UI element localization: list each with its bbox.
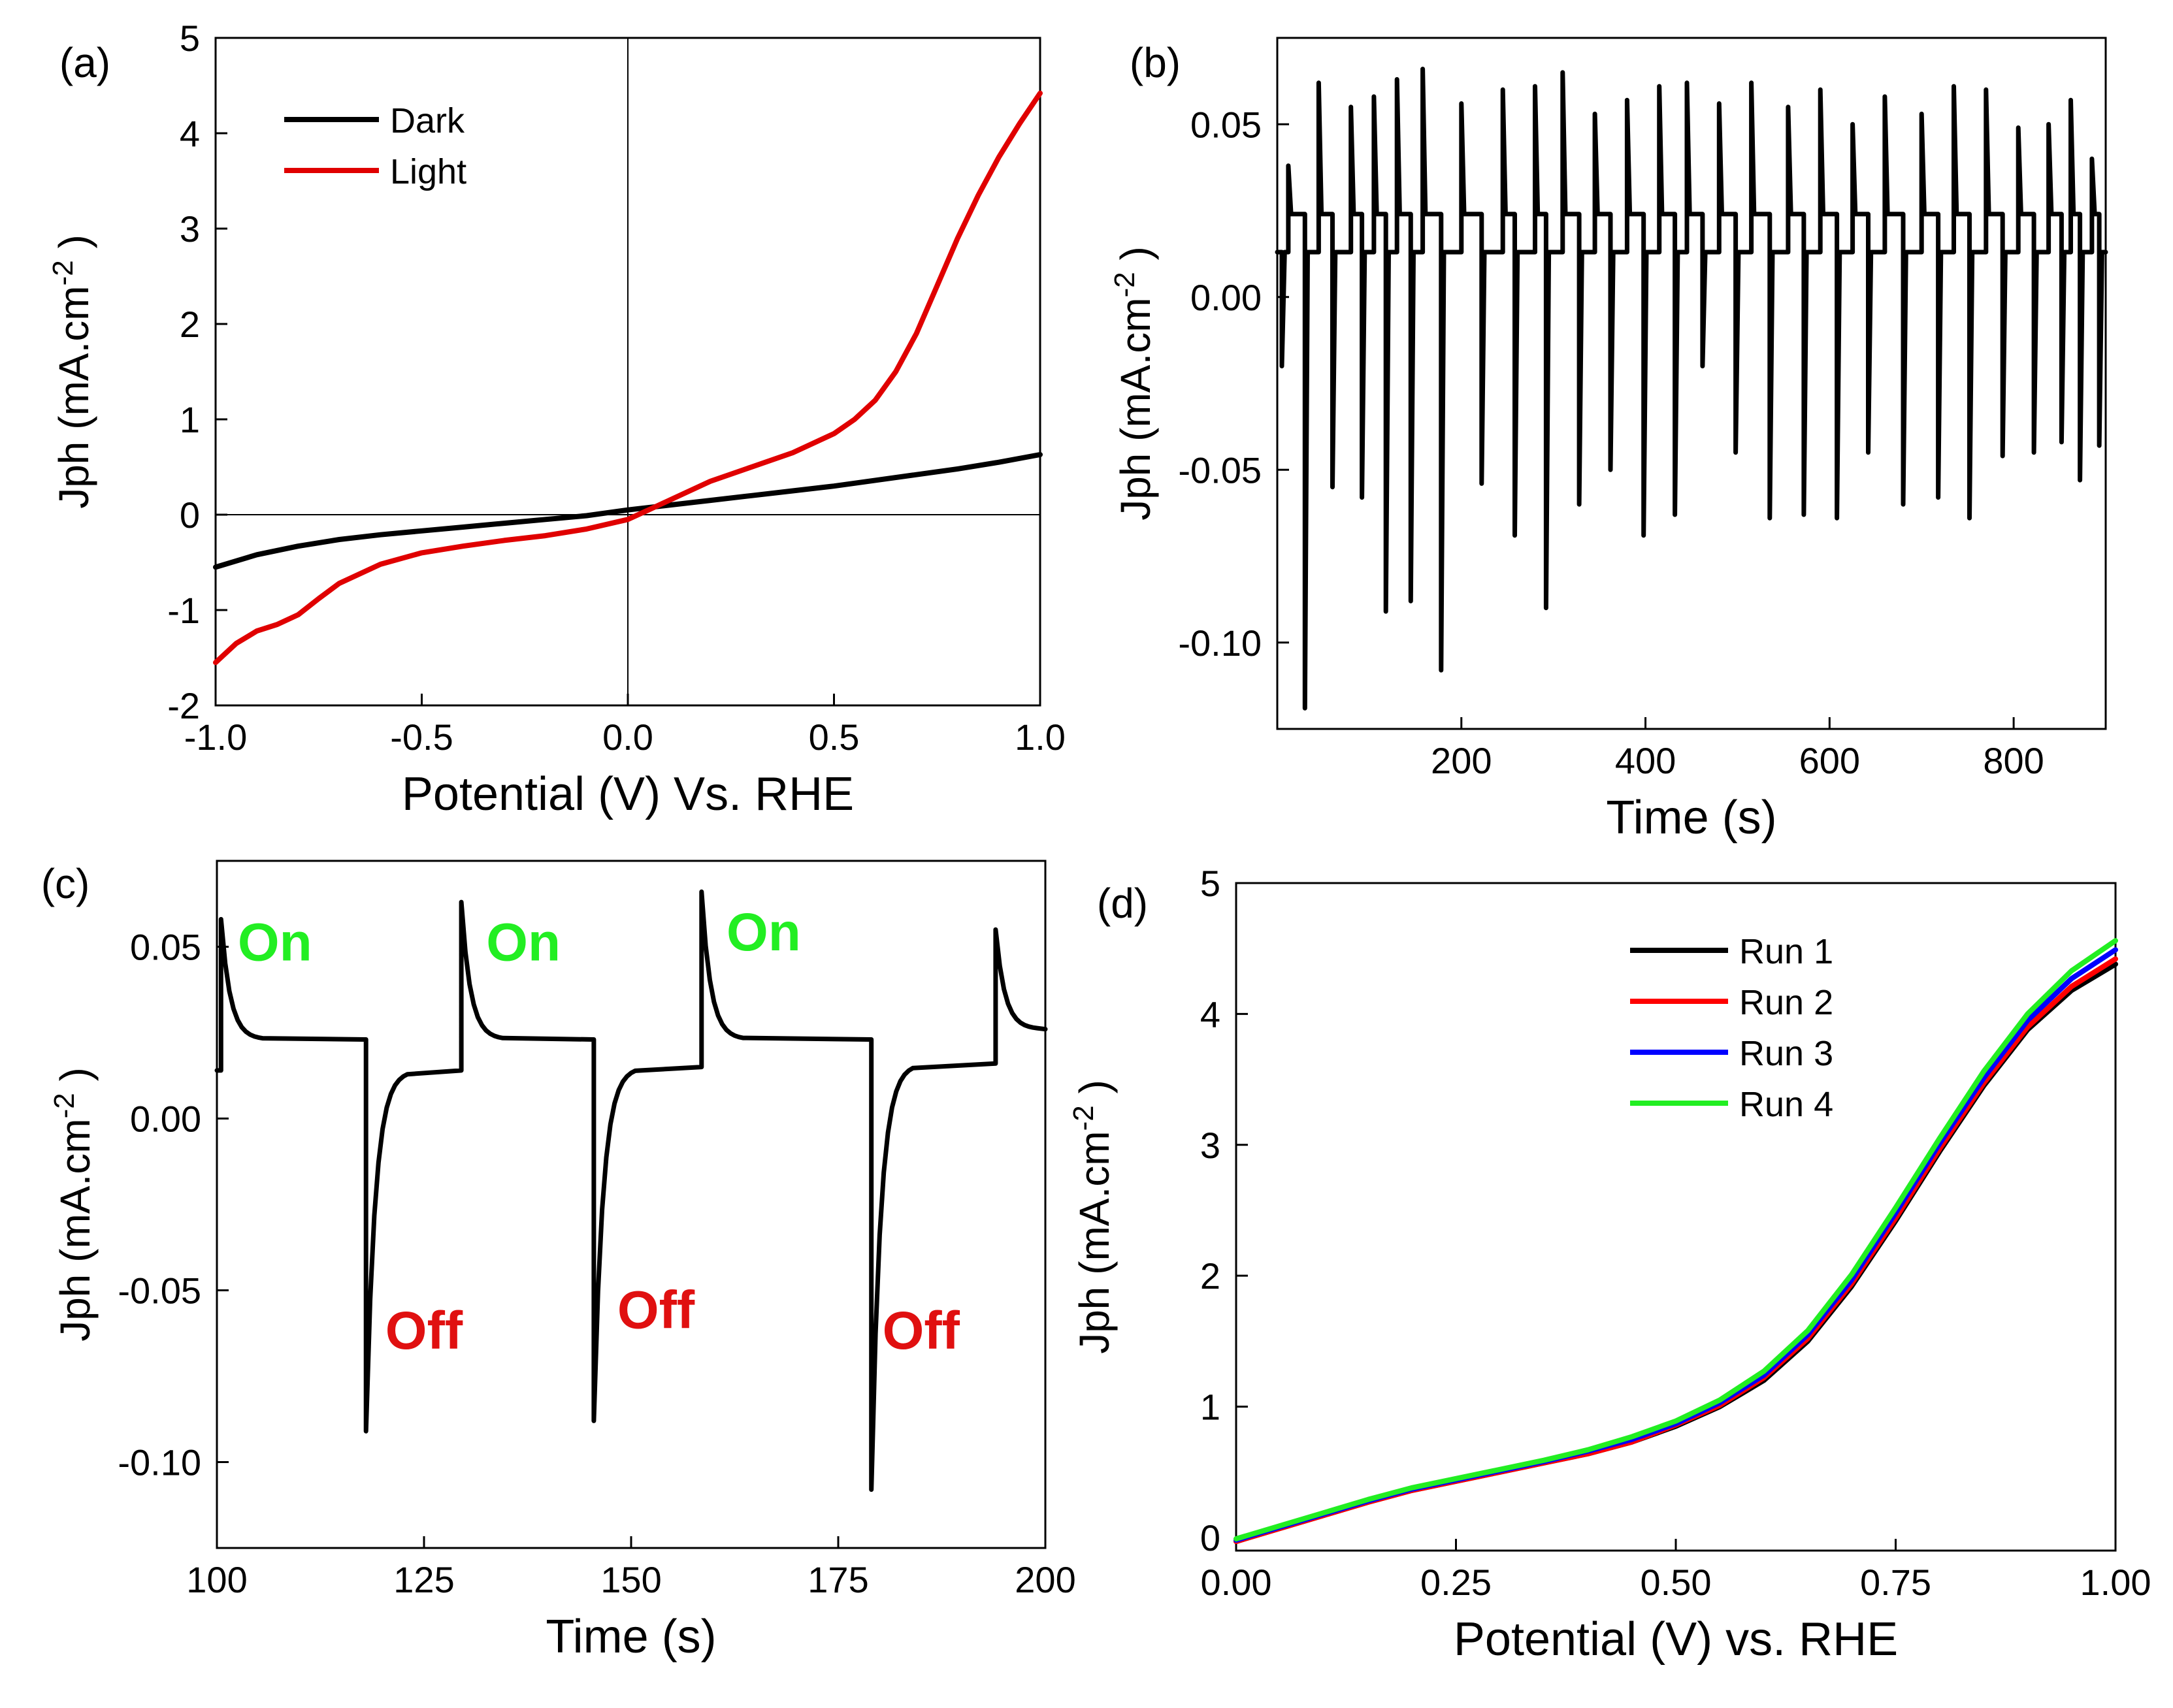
panel-d: (d) 0.00 0.25 0.50 0.75 1.00 0 1 2 3 4 5 Potential (…: [1068, 863, 2151, 1666]
y-tick-label: 0.05: [1190, 104, 1262, 145]
panel-label: (b): [1130, 39, 1181, 86]
y-axis-title-close: ): [50, 234, 97, 260]
legend-label: Run 1: [1739, 932, 1833, 971]
series-line-light: [213, 90, 1043, 666]
annotation-on: On: [727, 903, 801, 962]
x-tick-label: 800: [1983, 740, 2044, 781]
x-tick-label: 1.00: [2080, 1562, 2151, 1603]
y-tick-label: -0.10: [118, 1442, 201, 1483]
y-tick-label: 2: [180, 304, 200, 345]
series-line-dark: [213, 452, 1043, 570]
plot-frame: [1276, 37, 2107, 730]
y-axis-title-main: Jph (mA.cm: [1112, 297, 1159, 520]
y-tick-label: 0: [1200, 1517, 1220, 1558]
y-tick-label: 5: [180, 18, 200, 59]
annotation-off: Off: [385, 1301, 463, 1361]
x-tick-label: 125: [393, 1559, 454, 1600]
series-line-chopped-current: [214, 889, 1048, 1492]
y-axis-title-close: ): [1071, 1080, 1118, 1105]
x-tick-label: 150: [600, 1559, 661, 1600]
legend-label: Run 4: [1739, 1085, 1833, 1124]
y-axis-title-main: Jph (mA.cm: [1071, 1131, 1118, 1353]
y-tick-label: -0.10: [1178, 622, 1262, 664]
y-axis-title: Jph (mA.cm-2 ): [1068, 1080, 1119, 1354]
legend-label: Run 3: [1739, 1034, 1833, 1073]
y-axis-title-superscript: -2: [47, 260, 79, 285]
x-tick-label: 0.00: [1201, 1562, 1272, 1603]
y-tick-label: -0.05: [118, 1270, 201, 1312]
legend-label: Dark: [390, 101, 465, 140]
x-tick-label: 100: [186, 1559, 247, 1600]
y-tick-label: -2: [167, 685, 200, 726]
panel-label: (d): [1097, 880, 1148, 927]
x-tick-label: 0.75: [1860, 1562, 1931, 1603]
y-axis-title: Jph (mA.cm-2 ): [48, 1067, 99, 1342]
annotation-on: On: [238, 913, 312, 973]
y-axis-title-close: ): [52, 1067, 99, 1093]
x-tick-label: 0.0: [602, 717, 653, 758]
x-tick-label: 1.0: [1015, 717, 1066, 758]
y-axis-title-main: Jph (mA.cm: [50, 285, 97, 508]
series-line-run-4: [1234, 938, 2118, 1541]
x-tick-label: 400: [1615, 740, 1676, 781]
y-tick-label: 0: [180, 494, 200, 536]
x-tick-label: 0.50: [1641, 1562, 1712, 1603]
y-axis-title-superscript: -2: [1109, 272, 1141, 297]
x-tick-label: 0.25: [1420, 1562, 1492, 1603]
y-tick-label: -1: [167, 590, 200, 631]
y-tick-label: 3: [1200, 1125, 1220, 1166]
x-axis-title: Time (s): [1606, 792, 1776, 844]
y-tick-label: 1: [1200, 1387, 1220, 1428]
y-axis-title-superscript: -2: [1068, 1105, 1100, 1131]
y-tick-label: -0.05: [1178, 449, 1262, 491]
series-line-run-2: [1234, 956, 2118, 1544]
y-tick-label: 0.00: [130, 1099, 201, 1140]
y-axis-title: Jph (mA.cm-2 ): [1109, 246, 1160, 521]
legend-label: Run 2: [1739, 983, 1833, 1022]
y-axis-title: Jph (mA.cm-2 ): [47, 234, 98, 509]
x-tick-label: -0.5: [390, 717, 453, 758]
plot-frame: [216, 860, 1047, 1549]
y-tick-label: 4: [1200, 993, 1220, 1035]
y-tick-label: 0.00: [1190, 277, 1262, 318]
y-tick-label: 2: [1200, 1255, 1220, 1297]
panel-a: (a) -1.0 -0.5 0.0 0.5 1.0 -2 -1 0 1 2 3 4 5 Potential …: [47, 18, 1066, 820]
y-tick-label: 0.05: [130, 927, 201, 968]
x-axis-title: Potential (V) vs. RHE: [1454, 1613, 1898, 1666]
y-axis-title-close: ): [1112, 246, 1159, 272]
x-axis-title: Time (s): [546, 1611, 716, 1663]
y-tick-label: 4: [180, 113, 200, 154]
x-tick-label: -1.0: [184, 717, 248, 758]
series-line-chopped-current: [1275, 67, 2108, 711]
y-axis-title-superscript: -2: [48, 1093, 80, 1118]
annotation-on: On: [486, 913, 561, 973]
panel-label: (c): [41, 860, 90, 907]
y-tick-label: 3: [180, 208, 200, 250]
y-tick-label: 1: [180, 399, 200, 440]
panel-c: (c) 100 125 150 175 200 -0.10 -0.05 0.00 0.05 Time…: [41, 860, 1076, 1663]
panel-b: (b) 200 400 600 800 -0.10 -0.05 0.00 0.05 Time (s…: [1109, 37, 2108, 844]
x-tick-label: 0.5: [809, 717, 860, 758]
panel-label: (a): [59, 39, 110, 86]
x-tick-label: 200: [1015, 1559, 1075, 1600]
x-tick-label: 200: [1431, 740, 1492, 781]
plot-frame: [1235, 882, 2117, 1552]
x-axis-title: Potential (V) Vs. RHE: [402, 768, 854, 820]
y-axis-title-main: Jph (mA.cm: [52, 1118, 99, 1341]
legend-label: Light: [390, 152, 466, 191]
x-tick-label: 175: [808, 1559, 868, 1600]
y-tick-label: 5: [1200, 863, 1220, 904]
series-line-run-3: [1234, 947, 2118, 1543]
x-tick-label: 600: [1799, 740, 1860, 781]
annotation-off: Off: [883, 1301, 960, 1361]
annotation-off: Off: [617, 1280, 695, 1340]
